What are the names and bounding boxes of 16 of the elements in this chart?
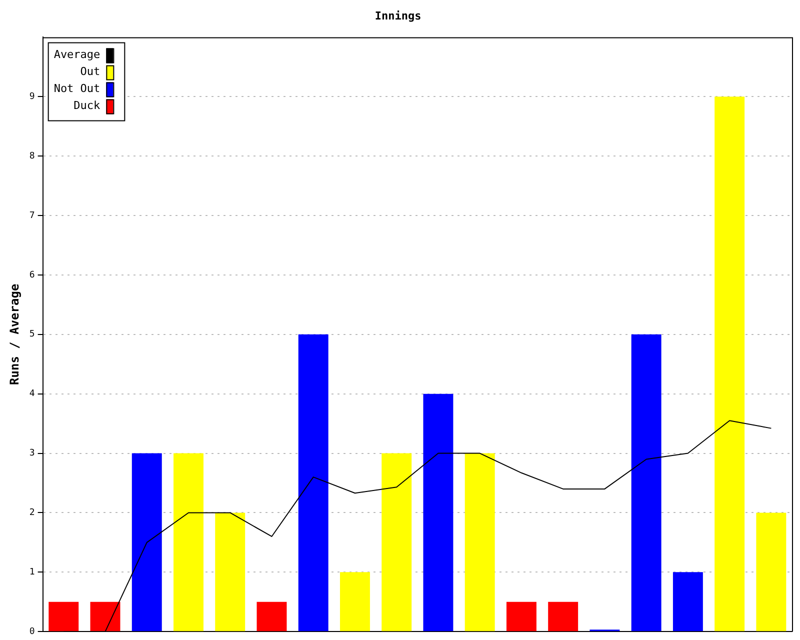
y-tick-label: 0 xyxy=(29,626,35,637)
y-tick-label: 5 xyxy=(29,330,35,340)
y-axis-title: Runs / Average xyxy=(7,284,22,385)
y-tick-label: 9 xyxy=(29,92,35,102)
legend-label: Out xyxy=(80,65,100,78)
y-tick-label: 1 xyxy=(29,568,35,578)
legend-label: Average xyxy=(54,48,100,62)
y-tick-label: 4 xyxy=(29,389,35,400)
y-tick-label: 6 xyxy=(29,270,35,280)
chart-title: Innings xyxy=(374,9,422,22)
y-tick-label: 7 xyxy=(29,210,35,221)
y-tick-label: 3 xyxy=(29,448,35,459)
legend-label: Duck xyxy=(74,99,101,112)
y-tick-label: 8 xyxy=(29,151,35,162)
legend-label: Not Out xyxy=(54,82,100,96)
y-tick-label: 2 xyxy=(29,508,35,518)
